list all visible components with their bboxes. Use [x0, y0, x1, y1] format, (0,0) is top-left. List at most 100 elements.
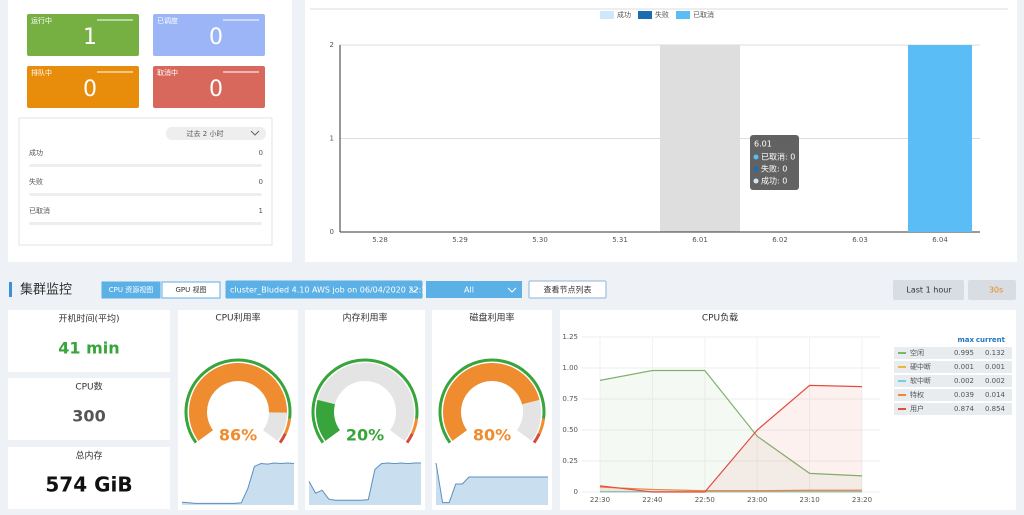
tab[interactable] — [101, 281, 161, 299]
gauge-label: 20% — [346, 426, 384, 445]
sparkline-area — [436, 463, 548, 505]
all-select[interactable] — [426, 281, 522, 298]
all-select-text[interactable]: All — [464, 286, 474, 295]
tooltip-line: 成功: 0 — [761, 176, 787, 186]
status-card — [153, 66, 265, 108]
legend-row — [894, 347, 1012, 359]
time-range[interactable] — [893, 280, 964, 300]
x-tick-label: 6.01 — [692, 236, 708, 244]
sparkline-area — [309, 463, 421, 505]
sparkline — [435, 462, 548, 504]
node-button-text[interactable]: 查看节点列表 — [544, 285, 592, 295]
legend-label: 软中断 — [910, 376, 931, 385]
sparkline — [181, 462, 295, 504]
sparkline-area — [182, 463, 294, 505]
legend-label: 已取消 — [693, 10, 714, 19]
tooltip-dot — [753, 178, 759, 184]
tooltip-dot — [753, 154, 759, 160]
legend-row — [894, 361, 1012, 373]
y-tick-label: 0.50 — [562, 426, 578, 434]
node-button[interactable] — [528, 280, 607, 299]
y-tick-label: 0.25 — [562, 457, 578, 465]
threshold-ring — [537, 418, 546, 435]
job-select-text[interactable]: cluster_Bluded 4.10 AWS job on 06/04/202… — [230, 286, 439, 295]
tab[interactable] — [161, 281, 221, 299]
threshold-ring — [184, 358, 292, 444]
stat-title: 总内存 — [75, 450, 102, 462]
summary-value: 0 — [259, 178, 263, 186]
stat-value: 41 min — [58, 339, 119, 358]
summary-track — [29, 164, 262, 167]
status-card — [27, 66, 139, 108]
status-label: 排队中 — [31, 68, 52, 77]
status-card — [153, 14, 265, 56]
x-tick-label: 22:50 — [695, 496, 715, 504]
legend-header: max — [957, 336, 974, 344]
legend-label: 失败 — [655, 10, 669, 19]
status-label: 取消中 — [157, 68, 178, 77]
summary-label: 已取消 — [29, 206, 50, 215]
gauge-title: 磁盘利用率 — [469, 312, 514, 324]
legend-current: 0.132 — [985, 349, 1005, 357]
legend-swatch — [676, 11, 690, 19]
y-tick-label: 1 — [330, 135, 334, 143]
threshold-ring — [311, 358, 419, 444]
time-range-text[interactable]: Last 1 hour — [906, 286, 952, 295]
range-select[interactable] — [166, 127, 266, 140]
status-label: 已调度 — [157, 16, 178, 25]
summary-track — [29, 222, 262, 225]
legend-current: 0.002 — [985, 377, 1005, 385]
tab-label[interactable]: CPU 资源视图 — [109, 285, 153, 294]
gauge-label: 86% — [219, 426, 257, 445]
job-select[interactable] — [225, 280, 423, 299]
threshold-ring — [278, 432, 287, 444]
chevron — [409, 287, 419, 293]
sparkline — [308, 462, 421, 501]
tab-label[interactable]: GPU 视图 — [176, 285, 207, 294]
refresh-text[interactable]: 30s — [989, 286, 1003, 295]
refresh[interactable] — [968, 280, 1016, 300]
legend-swatch — [638, 11, 652, 19]
y-tick-label: 2 — [330, 41, 334, 49]
tooltip — [750, 135, 799, 190]
stat-panel — [8, 310, 170, 372]
gauge-value — [316, 399, 341, 441]
x-tick-label: 23:20 — [852, 496, 872, 504]
range-select-text[interactable]: 过去 2 小时 — [187, 129, 224, 138]
tooltip-title: 6.01 — [754, 140, 772, 149]
legend-label: 特权 — [910, 390, 924, 399]
legend-max: 0.002 — [954, 377, 974, 385]
gauge-value — [443, 363, 540, 441]
x-tick-label: 23:10 — [800, 496, 820, 504]
summary-label: 失败 — [29, 177, 43, 186]
x-tick-label: 6.03 — [852, 236, 868, 244]
gauge-label: 80% — [473, 426, 511, 445]
x-tick-label: 23:00 — [747, 496, 767, 504]
threshold-ring — [410, 418, 419, 435]
legend-swatch — [600, 11, 614, 19]
stat-panel — [8, 378, 170, 440]
chevron — [507, 287, 517, 293]
summary-label: 成功 — [29, 148, 43, 157]
y-tick-label: 1.00 — [562, 364, 578, 372]
status-value: 0 — [209, 77, 223, 102]
series-line — [599, 486, 862, 492]
legend-label: 硬中断 — [910, 362, 931, 371]
section-title: 集群监控 — [20, 282, 72, 298]
status-label: 运行中 — [31, 16, 52, 25]
load-title: CPU负载 — [702, 312, 738, 324]
threshold-ring — [532, 432, 541, 444]
x-tick-label: 6.04 — [932, 236, 948, 244]
status-card — [27, 14, 139, 56]
x-tick-label: 5.30 — [532, 236, 548, 244]
threshold-ring — [438, 358, 546, 444]
tooltip-line: 已取消: 0 — [761, 152, 795, 162]
stat-title: 开机时间(平均) — [58, 313, 119, 325]
legend-label: 成功 — [617, 10, 631, 19]
y-tick-label: 0.75 — [562, 395, 578, 403]
x-tick-label: 22:30 — [590, 496, 610, 504]
legend-max: 0.001 — [954, 363, 974, 371]
y-tick-label: 0 — [574, 488, 578, 496]
tooltip-dot — [753, 166, 759, 172]
